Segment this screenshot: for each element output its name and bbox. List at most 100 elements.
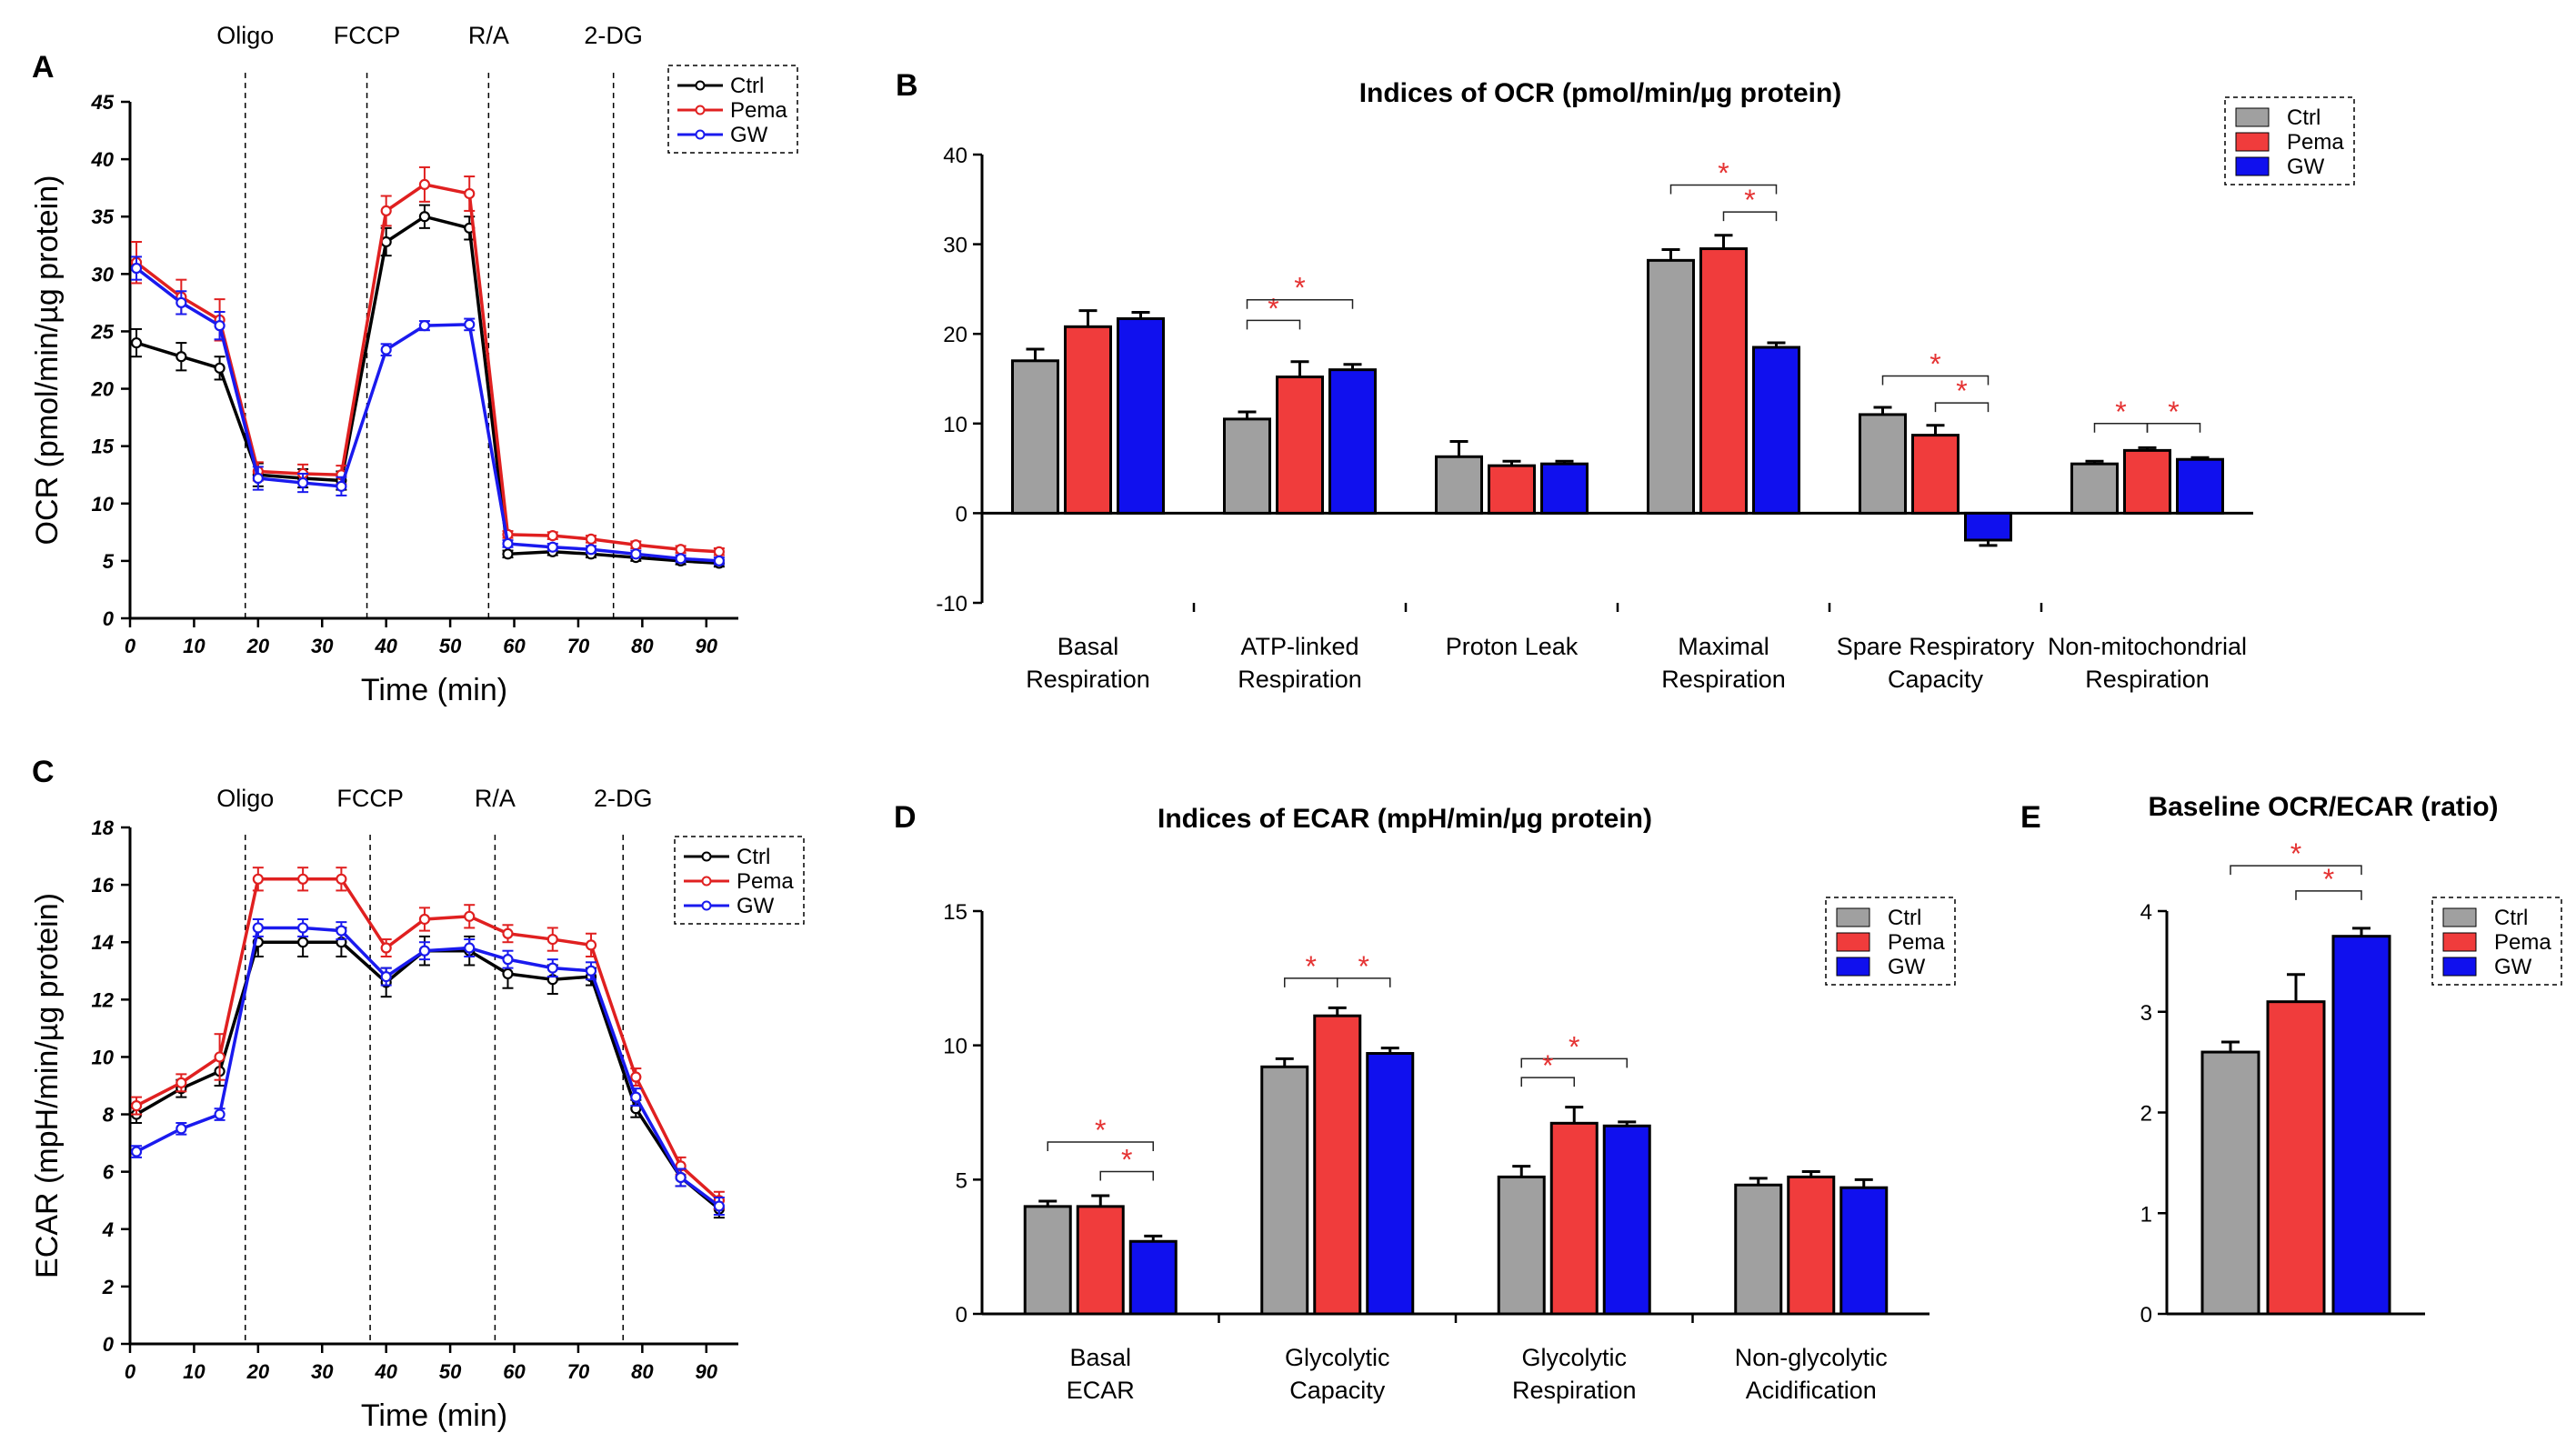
panel-letter: C — [32, 755, 55, 789]
legend-label: Pema — [1888, 930, 1945, 955]
significance-star: * — [2323, 863, 2334, 896]
series-gw — [1117, 311, 2224, 547]
y-tick-label: 3 — [2140, 1001, 2152, 1026]
data-point — [630, 539, 642, 551]
x-tick-label: 80 — [631, 1360, 654, 1383]
bar — [1023, 1205, 1072, 1316]
significance-star: * — [2290, 837, 2301, 870]
data-point — [380, 344, 392, 356]
data-point — [336, 925, 347, 937]
bracket-line — [1669, 184, 1778, 195]
legend-entry-pema: Pema — [677, 98, 787, 123]
data-point — [252, 922, 264, 934]
bar — [1366, 1052, 1415, 1316]
y-tick-label: 1 — [2140, 1202, 2152, 1227]
y-tick-label: 10 — [943, 413, 967, 437]
legend-swatch — [2235, 107, 2270, 127]
data-point — [502, 548, 514, 560]
legend-entry-gw: GW — [1836, 955, 1926, 979]
legend-swatch — [1836, 932, 1870, 952]
bar — [1435, 455, 1483, 515]
category-label: Glycolytic — [1521, 1344, 1627, 1371]
data-point — [502, 967, 514, 980]
series-line — [135, 877, 721, 1202]
data-point — [464, 187, 476, 200]
legend-swatch — [1836, 907, 1870, 927]
legend-label: Ctrl — [737, 845, 770, 869]
legend-label: Pema — [730, 98, 787, 123]
legend-label: Ctrl — [2494, 906, 2528, 930]
chart-d: D Indices of ECAR (mpH/min/µg protein) 0 5 1… — [894, 800, 1956, 1404]
bar — [1064, 325, 1112, 515]
legend-swatch — [2235, 156, 2270, 176]
legend-entry-ctrl: Ctrl — [1836, 906, 1921, 930]
bar — [1076, 1205, 1125, 1316]
data-point — [214, 362, 226, 374]
legend-entry-ctrl: Ctrl — [684, 845, 770, 869]
y-tick-label: 40 — [943, 144, 967, 168]
legend-label: GW — [730, 123, 768, 147]
bar — [1787, 1175, 1836, 1316]
legend-label: Ctrl — [1888, 906, 1921, 930]
legend-entry-ctrl: Ctrl — [677, 74, 764, 98]
significance-star: * — [2115, 396, 2126, 428]
category-label: Basal — [1069, 1344, 1131, 1371]
x-tick-label: 30 — [311, 1360, 334, 1383]
x-tick-label: 90 — [696, 1360, 718, 1383]
y-tick-label: 0 — [103, 607, 115, 630]
legend-entry-pema: Pema — [2235, 130, 2344, 155]
y-tick-label: 12 — [92, 988, 115, 1011]
y-tick-label: 25 — [91, 320, 115, 343]
y-axis-title: ECAR (mpH/min/µg protein) — [30, 893, 65, 1278]
category-label: Respiration — [1661, 666, 1786, 693]
data-point — [336, 480, 347, 492]
legend-entry-ctrl: Ctrl — [2442, 906, 2528, 930]
category-label: Capacity — [1289, 1377, 1386, 1404]
category-label: Glycolytic — [1285, 1344, 1390, 1371]
x-tick-label: 40 — [374, 1360, 397, 1383]
data-point — [130, 1146, 143, 1157]
bracket-line — [1246, 319, 1301, 330]
data-point — [675, 1171, 687, 1184]
data-point — [252, 873, 264, 885]
significance-bracket: * — [2230, 837, 2362, 876]
bar — [1549, 1121, 1599, 1316]
legend-entry-gw: GW — [2235, 155, 2325, 179]
significance-bracket: * — [1337, 950, 1391, 987]
series-ctrl — [1023, 1057, 1783, 1316]
bar — [1839, 1186, 1889, 1316]
x-tick-label: 40 — [374, 635, 397, 657]
series-gw — [2331, 927, 2391, 1316]
x-axis-title: Time (min) — [361, 1398, 507, 1433]
bracket-line — [1246, 298, 1354, 309]
bar — [2200, 1050, 2260, 1316]
data-point — [713, 546, 725, 557]
category-label: Capacity — [1888, 666, 1984, 693]
panel-letter: B — [896, 68, 918, 103]
category-label: Respiration — [1512, 1377, 1637, 1404]
legend-swatch — [2235, 132, 2270, 152]
bar — [1964, 511, 2012, 542]
significance-star: * — [1542, 1049, 1553, 1082]
x-tick-label: 60 — [503, 1360, 526, 1383]
legend-label: GW — [737, 894, 775, 918]
data-point — [502, 537, 514, 550]
data-point — [630, 1091, 642, 1103]
data-point — [546, 962, 558, 974]
bar — [1734, 1183, 1783, 1316]
bar — [2176, 457, 2224, 515]
bracket-line — [1047, 1141, 1154, 1151]
significance-bracket: * — [1099, 1143, 1154, 1181]
data-point — [418, 945, 431, 957]
data-point — [380, 970, 392, 983]
data-point — [297, 873, 309, 885]
significance-bracket: * — [2146, 396, 2201, 433]
series-gw — [130, 256, 725, 566]
data-point — [380, 205, 392, 217]
bar — [1752, 346, 1800, 515]
significance-bracket: * — [1669, 157, 1778, 195]
chart-c: C 0 2 4 6 8 10 12 14 16 18 0 10 20 30 40 50 60 70 80 90 Time … — [30, 755, 805, 1433]
chart-a: A 0 5 10 15 20 25 30 35 40 45 0 10 20 30 40 50 60 70 80 90 Ti… — [30, 22, 798, 707]
